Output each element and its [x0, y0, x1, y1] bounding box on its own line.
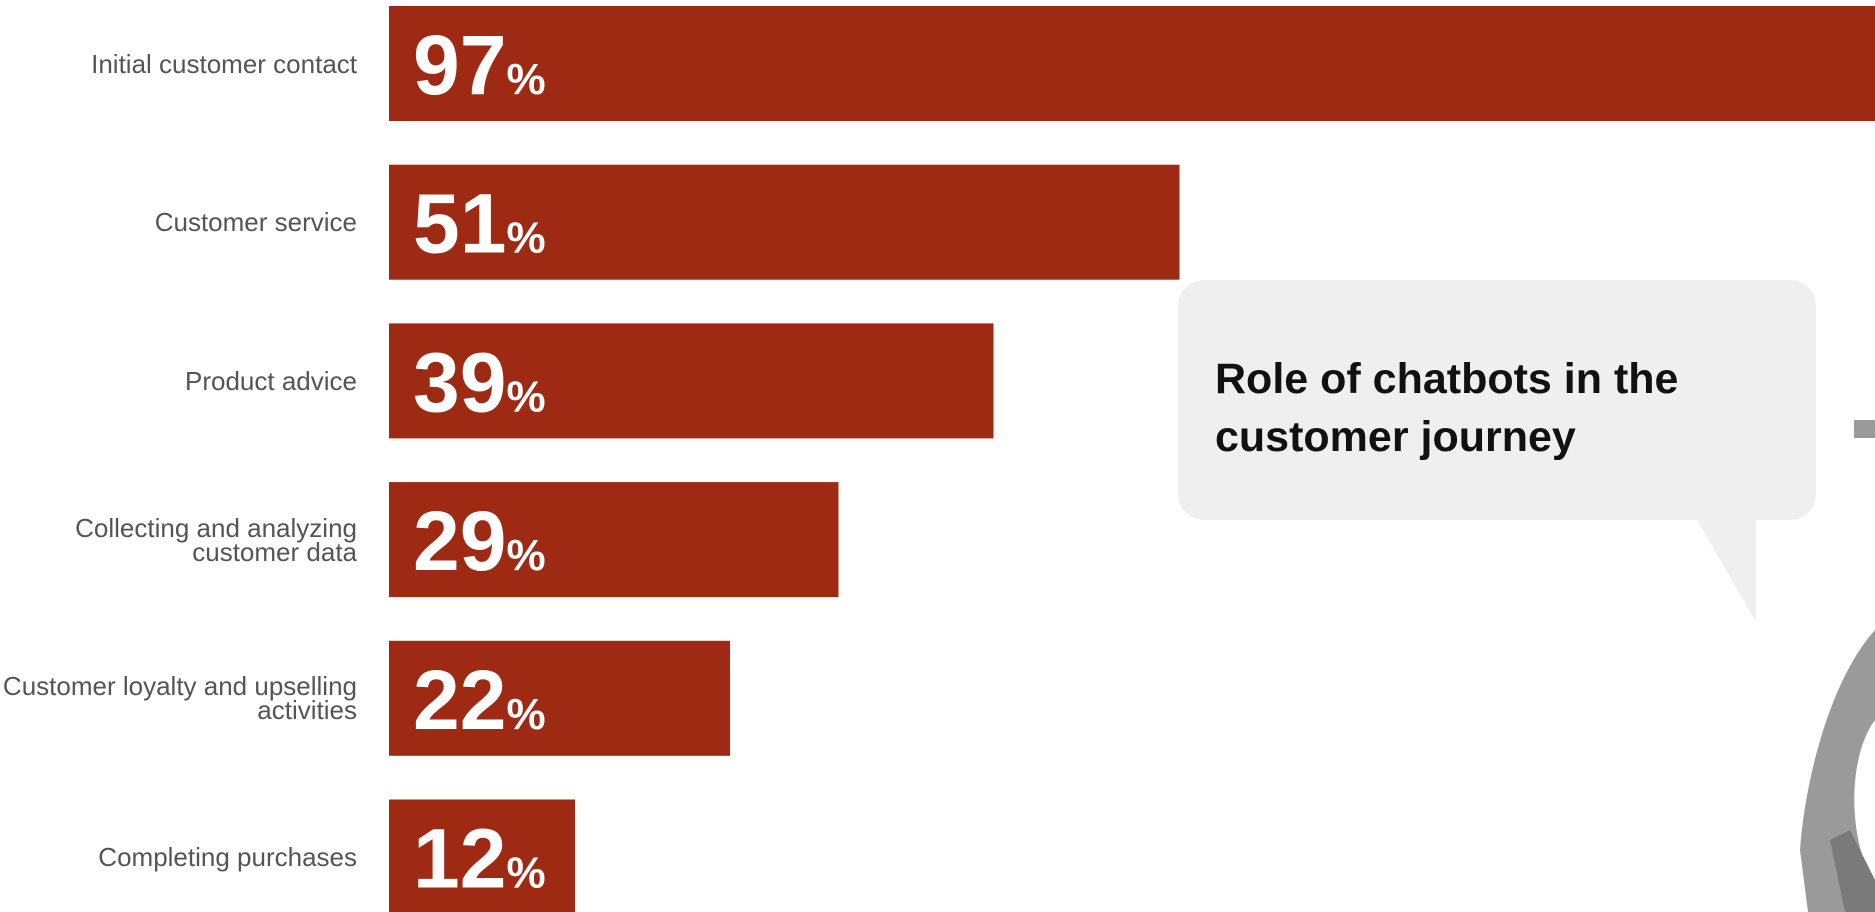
y-tick-label: Initial customer contact	[91, 48, 357, 79]
decor-figure	[1830, 830, 1875, 912]
y-tick-label: Product advice	[185, 365, 357, 396]
bar	[389, 482, 839, 598]
value-label: 51%	[413, 177, 546, 271]
value-label: 39%	[413, 335, 546, 429]
y-tick-label: Collecting and analyzing customer data	[75, 512, 357, 567]
callout-box	[1178, 280, 1816, 520]
bar	[389, 323, 994, 439]
callout-tail	[1696, 518, 1756, 622]
callout	[1178, 280, 1816, 622]
y-tick-label: Completing purchases	[98, 842, 357, 872]
chart-title: Role of chatbots in the customer journey	[1215, 355, 1679, 461]
value-label: 29%	[413, 494, 546, 588]
value-label: 12%	[413, 812, 546, 906]
bar	[389, 164, 1180, 280]
value-label: 97%	[413, 18, 546, 112]
bar	[389, 799, 575, 912]
decor-shape	[1854, 420, 1875, 438]
y-tick-label: Customer service	[154, 207, 357, 238]
y-tick-label: Customer loyalty and upselling activitie…	[2, 671, 357, 726]
bar	[389, 6, 1875, 121]
decoration	[1800, 420, 1875, 912]
value-label: 22%	[413, 653, 546, 747]
bar	[389, 640, 730, 756]
decor-figure	[1800, 630, 1875, 912]
